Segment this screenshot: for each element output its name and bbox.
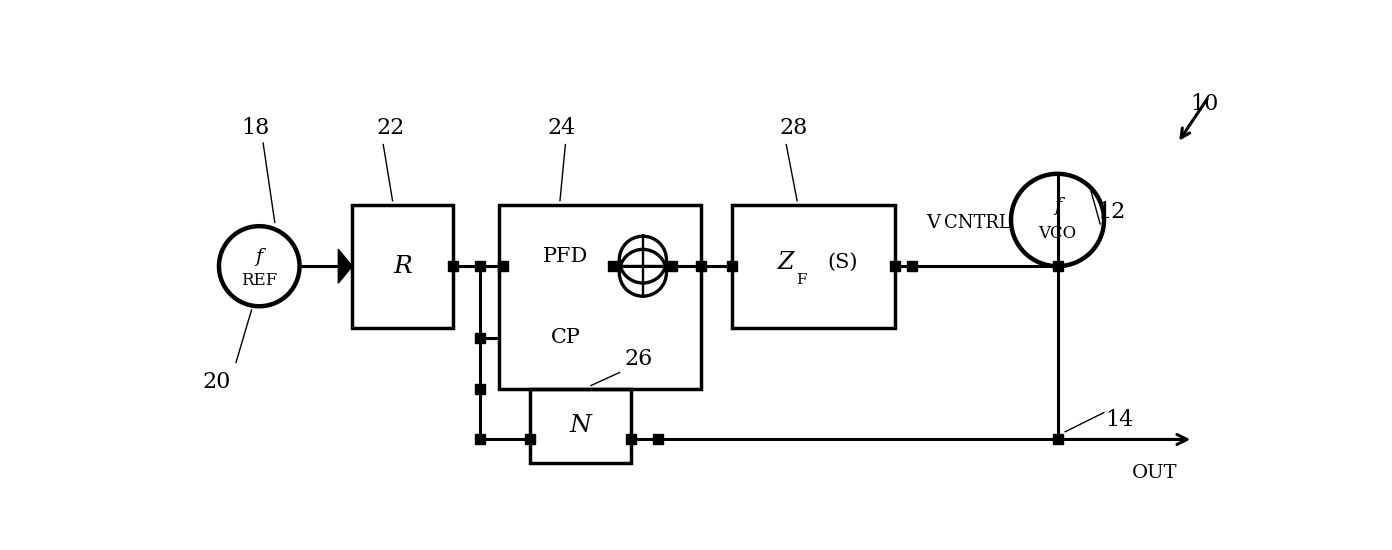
Text: 24: 24 [547,117,576,139]
Text: 14: 14 [1105,409,1133,431]
Bar [500,205,702,389]
Text: CNTRL: CNTRL [944,213,1011,232]
Text: 18: 18 [241,117,270,139]
Text: 20: 20 [202,371,231,393]
Bar [530,389,631,463]
Text: Z: Z [778,251,795,274]
Text: V: V [926,213,940,232]
Text: 28: 28 [780,117,809,139]
Text: OUT: OUT [1132,464,1178,482]
Text: 12: 12 [1098,201,1126,223]
Polygon shape [338,249,352,283]
Text: F: F [796,273,807,287]
Text: N: N [569,415,592,437]
Text: 10: 10 [1190,94,1219,115]
Text: R: R [393,255,412,278]
Text: VCO: VCO [1038,226,1076,243]
Text: PFD: PFD [543,247,589,266]
Bar [732,205,895,328]
Text: REF: REF [241,272,277,289]
Text: 22: 22 [377,117,405,139]
Text: (S): (S) [828,253,857,272]
Text: f: f [256,248,263,266]
Text: f: f [1054,197,1061,215]
Bar [352,205,452,328]
Text: CP: CP [551,328,580,347]
Text: 26: 26 [625,348,653,370]
